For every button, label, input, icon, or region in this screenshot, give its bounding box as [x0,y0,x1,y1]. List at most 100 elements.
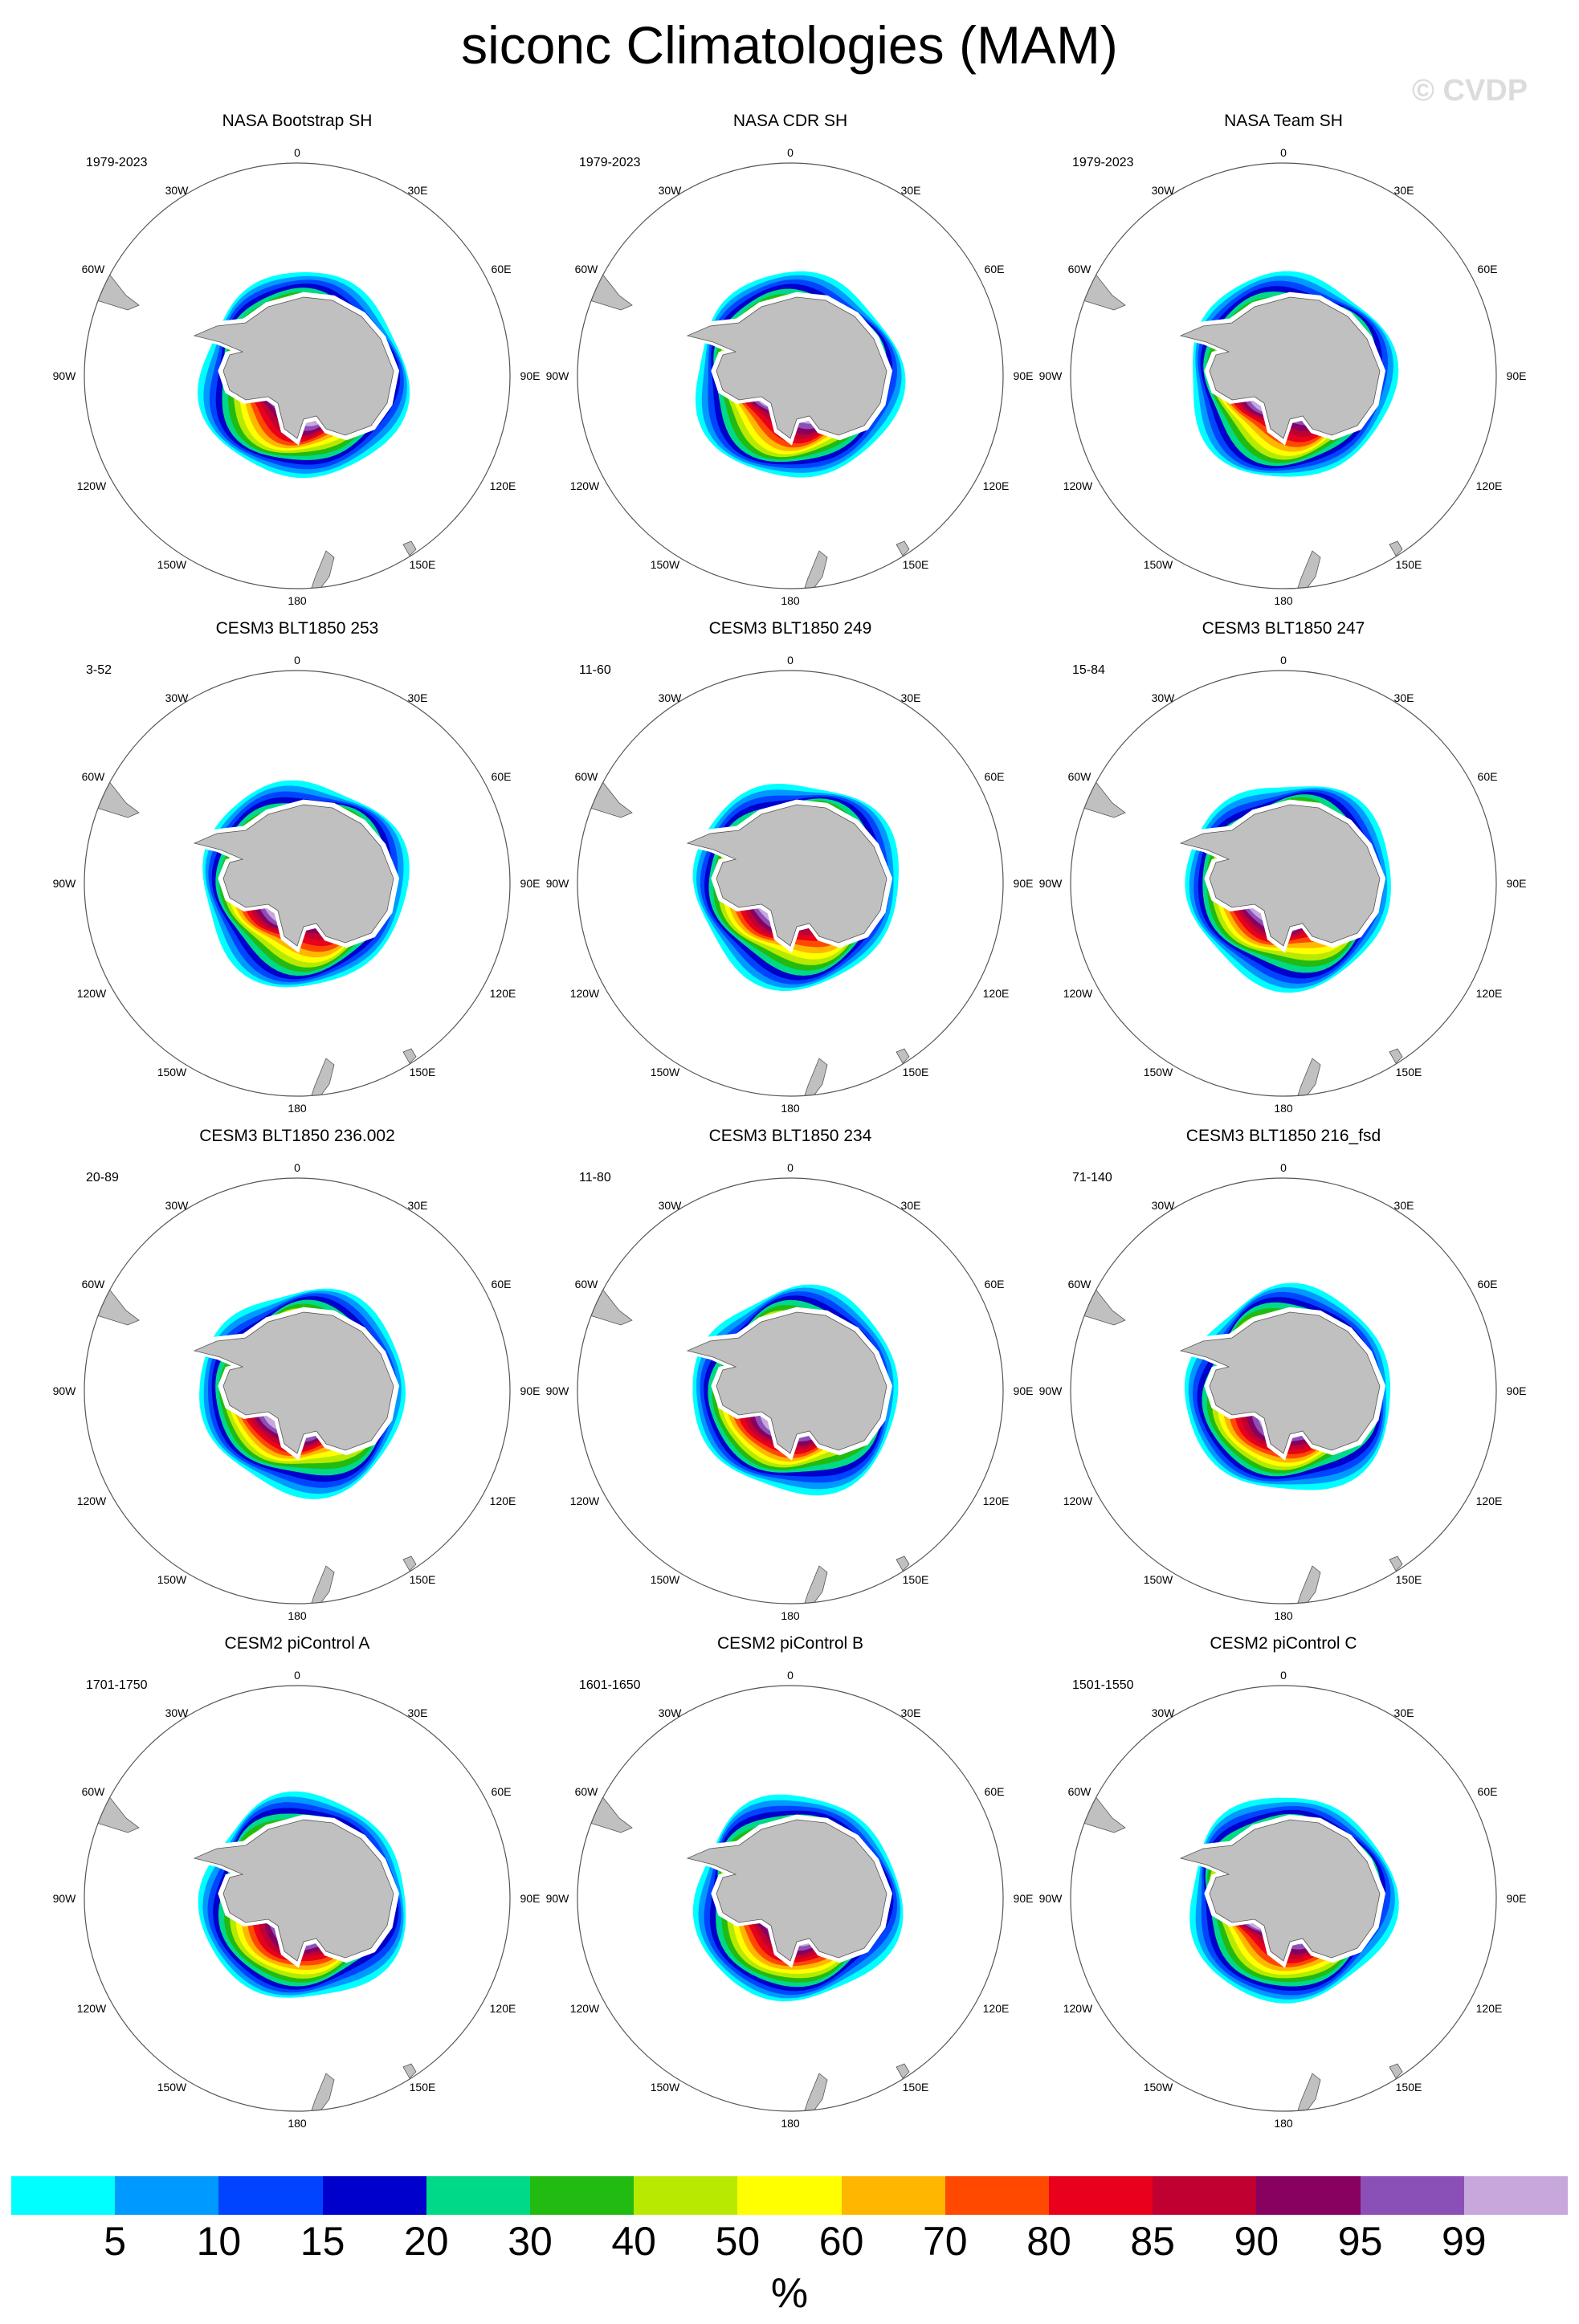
map-boundary [84,162,511,589]
map-panel: NASA Team SH 1979-2023 0 180 30W 30E 60W 60E 90W… [1039,112,1527,607]
antarctica-landmass [1179,804,1381,947]
panel-years: 1979-2023 [579,156,641,169]
colorbar-tick-label: 99 [1441,2219,1487,2264]
panel-years: 11-80 [579,1171,611,1184]
map-boundary [1070,670,1497,1097]
lon-label: 150W [1144,2081,1173,2094]
sea-ice-map [577,1777,910,2111]
map-panel: CESM2 piControl B 1601-1650 0 180 30W 30E 60W 6… [546,1634,1034,2130]
new-zealand-landmass [309,550,335,589]
lon-label: 30E [408,184,428,197]
lon-label: 30W [165,184,190,197]
lon-label: 150W [651,1066,680,1078]
map-boundary [577,1685,1004,2112]
tasmania-landmass [1389,2063,1403,2079]
antarctica-landmass [686,804,887,947]
lon-label: 30E [901,1199,921,1212]
tasmania-landmass [402,1048,417,1064]
lon-label: 60E [492,770,512,783]
lon-label: 90W [1039,1892,1063,1905]
map-panel: CESM2 piControl A 1701-1750 0 180 30W 30E 60W 6… [53,1634,541,2130]
map-boundary [84,1685,511,2112]
antarctica-landmass [193,296,394,439]
tasmania-landmass [402,2063,417,2079]
lon-label: 150E [410,1066,436,1078]
lon-label: 90E [1507,369,1527,382]
lon-label: 30W [1152,691,1176,704]
lon-label: 30W [165,691,190,704]
map-boundary [1070,162,1497,589]
map-boundary [84,1177,511,1604]
lon-label: 150W [157,2081,187,2094]
panel-years: 20-89 [86,1171,119,1184]
lon-label: 90E [1507,1892,1527,1905]
lon-label: 120E [490,987,516,1000]
antarctica-landmass [686,1311,887,1454]
map-panel: CESM3 BLT1850 236.002 20-89 0 180 30W 30E 60W 6… [53,1127,541,1622]
lon-label: 120W [77,2002,107,2015]
lon-label: 0 [787,1669,794,1682]
lon-label: 60W [1068,263,1092,275]
lon-label: 60E [985,263,1005,275]
lon-label: 180 [1274,594,1293,607]
colorbar-segment [945,2176,1050,2215]
tasmania-landmass [1389,1048,1403,1064]
lon-label: 30W [165,1706,190,1719]
colorbar-tick-label: 10 [196,2219,242,2264]
lon-label: 120W [570,2002,600,2015]
lon-label: 90W [1039,1384,1063,1397]
antarctica-landmass [193,1819,394,1962]
lon-label: 60E [1478,1278,1498,1290]
lon-label: 60E [985,1278,1005,1290]
lon-label: 0 [787,146,794,159]
lon-label: 180 [1274,1102,1293,1115]
lon-label: 180 [781,594,800,607]
colorbar-tick-label: 60 [818,2219,864,2264]
sea-ice-map [84,255,417,589]
lon-label: 90W [546,1384,570,1397]
lon-label: 150W [1144,1066,1173,1078]
lon-label: 180 [288,594,307,607]
sea-ice-map [1071,255,1403,589]
new-zealand-landmass [802,1565,828,1604]
lon-label: 180 [781,2117,800,2130]
lon-label: 60W [1068,1278,1092,1290]
colorbar-segment [1049,2176,1153,2215]
colorbar-segment [1463,2176,1569,2215]
lon-label: 30W [659,184,683,197]
colorbar-tick-label: 15 [300,2219,345,2264]
panel-title: CESM3 BLT1850 253 [216,619,379,638]
tasmania-landmass [896,1048,910,1064]
panel-years: 71-140 [1072,1171,1112,1184]
lon-label: 120E [983,987,1010,1000]
new-zealand-landmass [309,1565,335,1604]
lon-label: 90W [1039,877,1063,890]
lon-label: 150E [903,558,929,571]
lon-label: 180 [781,1102,800,1115]
lon-label: 180 [1274,2117,1293,2130]
sea-ice-map [84,1270,417,1604]
lon-label: 150W [157,558,187,571]
lon-label: 90E [520,877,541,890]
tasmania-landmass [1389,540,1403,557]
lon-label: 90E [1507,877,1527,890]
lon-label: 60E [1478,263,1498,275]
lon-label: 120E [1476,479,1503,492]
antarctica-landmass [193,804,394,947]
panel-years: 1601-1650 [579,1678,641,1692]
cvdp-watermark: © CVDP [1412,74,1528,108]
map-panel: CESM3 BLT1850 249 11-60 0 180 30W 30E 60W 60E 90… [546,619,1034,1115]
main-title: siconc Climatologies (MAM) [461,15,1118,75]
lon-label: 90W [546,877,570,890]
lon-label: 30E [408,1199,428,1212]
lon-label: 120W [77,479,107,492]
lon-label: 180 [288,2117,307,2130]
lon-label: 180 [1274,1609,1293,1622]
lon-label: 0 [1280,146,1287,159]
lon-label: 60W [575,770,599,783]
panel-title: CESM3 BLT1850 216_fsd [1186,1127,1381,1145]
tasmania-landmass [896,1555,910,1572]
map-panel: CESM3 BLT1850 247 15-84 0 180 30W 30E 60W 60E 90… [1039,619,1527,1115]
map-boundary [577,670,1004,1097]
colorbar-segment [634,2176,738,2215]
